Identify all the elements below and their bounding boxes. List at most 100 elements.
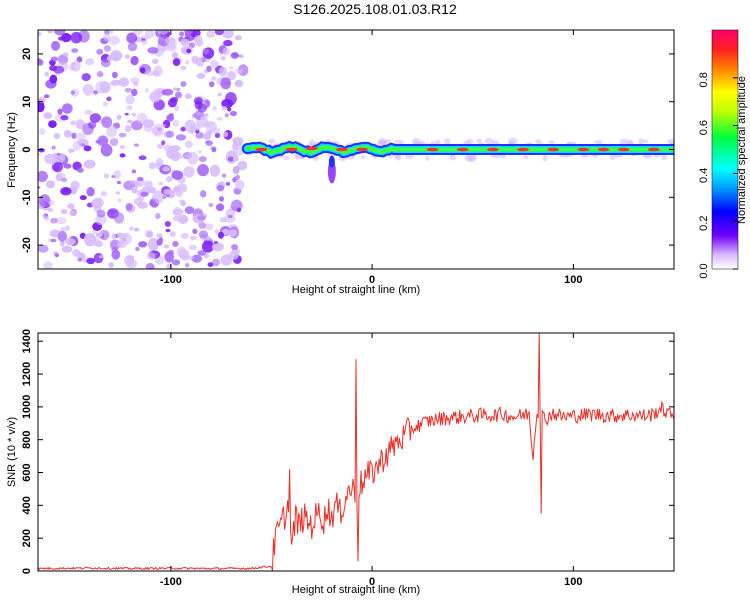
noise-blob xyxy=(227,215,233,219)
noise-blob xyxy=(124,87,133,93)
noise-blob xyxy=(63,129,72,138)
noise-blob xyxy=(130,55,139,66)
noise-blob xyxy=(44,216,50,222)
spectrogram-y-tick-label: -10 xyxy=(21,189,33,205)
noise-blob xyxy=(62,52,69,57)
noise-blob xyxy=(209,127,221,134)
noise-blob xyxy=(89,113,102,123)
noise-blob xyxy=(189,235,197,241)
noise-blob xyxy=(86,186,95,197)
noise-blob xyxy=(83,232,96,247)
noise-blob xyxy=(164,36,176,46)
noise-blob xyxy=(101,116,113,128)
noise-blob xyxy=(197,215,207,221)
noise-blob xyxy=(111,233,117,239)
snr-y-tick-label: 1200 xyxy=(21,362,33,386)
noise-blob xyxy=(96,209,106,218)
noise-blob xyxy=(51,145,56,150)
noise-blob xyxy=(222,173,227,178)
noise-blob xyxy=(47,30,53,34)
noise-blob xyxy=(169,231,176,237)
noise-blob xyxy=(218,66,228,77)
noise-blob xyxy=(166,146,179,160)
noise-blob xyxy=(188,36,194,41)
noise-blob xyxy=(191,55,199,64)
noise-blob xyxy=(71,132,77,139)
noise-blob xyxy=(212,244,220,251)
noise-blob xyxy=(60,226,65,233)
noise-blob xyxy=(197,164,209,177)
noise-blob xyxy=(214,132,221,138)
noise-blob xyxy=(48,200,55,206)
noise-blob xyxy=(185,59,190,65)
noise-blob xyxy=(127,119,133,124)
noise-blob xyxy=(147,46,159,54)
signal-halo xyxy=(379,139,385,147)
noise-blob xyxy=(61,245,73,253)
noise-blob xyxy=(100,191,108,197)
colorbar-gradient xyxy=(711,29,739,270)
signal-peak xyxy=(426,147,439,152)
noise-blob xyxy=(70,180,80,191)
colorbar-tick-label: 0.2 xyxy=(698,216,710,231)
noise-blob xyxy=(184,140,193,148)
noise-blob xyxy=(138,155,147,161)
noise-blob xyxy=(144,180,153,189)
noise-blob xyxy=(155,213,161,220)
noise-blob xyxy=(223,39,233,47)
noise-blob xyxy=(71,60,81,72)
noise-blob xyxy=(223,131,229,138)
noise-blob xyxy=(153,88,162,98)
noise-blob xyxy=(180,81,187,88)
noise-blob xyxy=(131,169,137,174)
noise-blob xyxy=(54,30,66,36)
signal-halo xyxy=(642,154,649,158)
noise-blob xyxy=(108,262,114,268)
noise-blob xyxy=(197,103,208,113)
noise-blob xyxy=(48,120,57,129)
noise-blob xyxy=(166,175,173,183)
noise-blob xyxy=(103,44,112,52)
signal-halo xyxy=(476,138,482,144)
noise-blob xyxy=(200,116,206,121)
noise-blob xyxy=(208,81,215,88)
signal-peak xyxy=(577,147,590,152)
noise-blob xyxy=(67,203,75,210)
noise-blob xyxy=(75,132,87,140)
noise-blob xyxy=(83,145,92,152)
snr-y-tick-label: 1400 xyxy=(21,329,33,353)
noise-blob xyxy=(201,240,214,253)
noise-blob xyxy=(230,52,239,59)
signal-halo xyxy=(508,137,518,145)
noise-blob xyxy=(144,30,155,39)
noise-blob xyxy=(147,186,156,194)
noise-blob xyxy=(227,107,232,112)
noise-blob xyxy=(70,120,76,126)
colorbar-tick-label: 0.0 xyxy=(698,263,710,278)
noise-blob xyxy=(38,152,41,156)
noise-blob xyxy=(186,48,192,54)
noise-blob xyxy=(171,259,181,266)
noise-blob xyxy=(179,31,185,37)
signal-halo xyxy=(661,154,668,161)
noise-blob xyxy=(184,206,195,214)
noise-blob xyxy=(116,241,124,248)
noise-blob xyxy=(124,54,130,59)
noise-blob xyxy=(193,35,203,46)
noise-blob xyxy=(43,94,50,99)
signal-halo xyxy=(499,153,506,159)
noise-blob xyxy=(131,186,138,194)
noise-blob xyxy=(76,167,84,173)
noise-blob xyxy=(221,106,228,111)
noise-blob xyxy=(50,217,58,224)
spectrogram-noise xyxy=(38,30,249,269)
noise-blob xyxy=(45,180,56,189)
noise-blob xyxy=(77,257,83,262)
noise-blob xyxy=(214,229,220,235)
noise-blob xyxy=(119,145,126,150)
noise-blob xyxy=(120,232,132,245)
noise-blob xyxy=(57,230,68,242)
noise-blob xyxy=(227,229,238,237)
noise-blob xyxy=(226,70,237,81)
noise-blob xyxy=(126,259,138,269)
